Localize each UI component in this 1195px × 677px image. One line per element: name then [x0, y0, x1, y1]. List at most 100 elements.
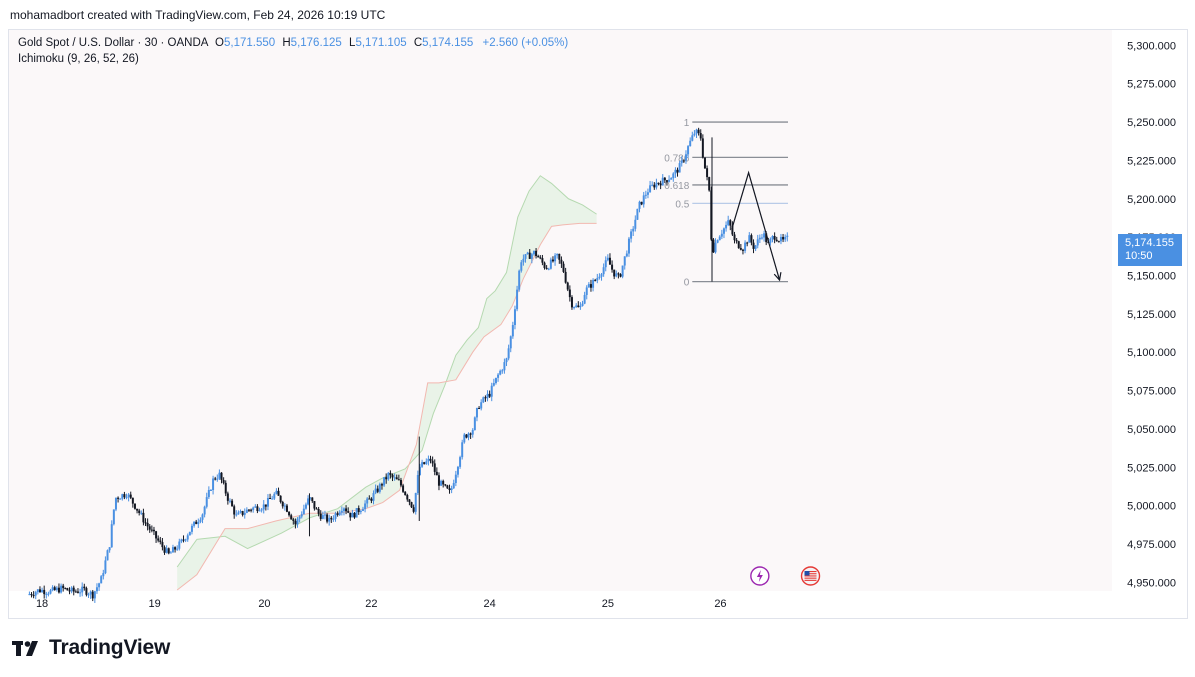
- candle-body: [442, 480, 445, 485]
- candle-body: [123, 494, 126, 498]
- candle-body: [579, 305, 582, 308]
- candle-body: [258, 510, 261, 512]
- candle-body: [661, 177, 664, 186]
- flag-stripe: [804, 573, 817, 575]
- candle-body: [264, 504, 267, 507]
- candle-body: [577, 305, 580, 308]
- candle-body: [383, 477, 386, 486]
- candle-body: [600, 274, 603, 277]
- candle-body: [784, 236, 787, 240]
- tradingview-logo[interactable]: TradingView: [12, 636, 170, 660]
- candle-body: [701, 138, 704, 158]
- candle-body: [184, 539, 187, 541]
- candle-body: [233, 506, 236, 515]
- candle-body: [606, 257, 609, 261]
- candle-body: [636, 208, 639, 220]
- candle-body: [617, 273, 620, 275]
- candle-body: [95, 587, 98, 592]
- candle-body: [366, 498, 369, 504]
- candle-body: [782, 236, 785, 240]
- candle-body: [680, 160, 683, 164]
- candle-body: [627, 238, 630, 254]
- candle-body: [144, 522, 147, 524]
- candle-body: [364, 503, 367, 510]
- candle-body: [710, 190, 713, 240]
- price-tick-label: 5,025.000: [1127, 462, 1176, 474]
- candle-body: [741, 249, 744, 251]
- candle-body: [178, 541, 181, 549]
- time-tick-label: 18: [36, 598, 48, 610]
- candle-body: [564, 271, 567, 283]
- candle-body: [152, 529, 155, 532]
- candle-body: [104, 560, 107, 574]
- candle-body: [228, 500, 231, 502]
- candle-body: [323, 514, 326, 516]
- candle-body: [558, 253, 561, 260]
- candle-body: [775, 239, 778, 242]
- candle-body: [347, 511, 350, 513]
- candle-body: [644, 194, 647, 196]
- candle-body: [408, 499, 411, 503]
- candle-body: [330, 517, 333, 520]
- candle-body: [87, 594, 90, 596]
- candle-body: [511, 325, 514, 337]
- candle-body: [570, 297, 573, 308]
- candle-body: [708, 177, 711, 191]
- candle-body: [93, 591, 96, 599]
- time-axis: 18 19 20 22 24 25 26: [36, 598, 727, 610]
- candle-body: [625, 253, 628, 257]
- candle-body: [737, 241, 740, 249]
- candle-body: [773, 236, 776, 240]
- low-value: 5,171.105: [355, 37, 407, 49]
- candle-body: [646, 192, 649, 195]
- candle-body: [499, 370, 502, 375]
- ichimoku-cloud: [176, 175, 597, 591]
- candle-body: [475, 408, 478, 418]
- candle-body: [461, 442, 464, 458]
- time-tick-label: 22: [365, 598, 377, 610]
- candle-body: [697, 129, 700, 134]
- candle-body: [129, 494, 132, 498]
- candle-body: [311, 497, 314, 502]
- candle-body: [463, 434, 466, 443]
- candle-body: [66, 588, 69, 591]
- candle-body: [81, 586, 84, 593]
- candle-body: [518, 270, 521, 290]
- candle-body: [486, 393, 489, 399]
- tradingview-logo-text: TradingView: [49, 636, 171, 659]
- symbol-label[interactable]: Gold Spot / U.S. Dollar · 30 · OANDA: [18, 37, 208, 49]
- candle-body: [520, 262, 523, 271]
- candle-body: [290, 515, 293, 520]
- candle-body: [393, 477, 396, 479]
- candle-body: [670, 178, 673, 180]
- price-tick-label: 5,275.000: [1127, 79, 1176, 91]
- candle-body: [174, 547, 177, 550]
- indicator-label[interactable]: Ichimoku (9, 26, 52, 26): [18, 53, 139, 65]
- candle-body: [309, 497, 312, 499]
- candle-body: [516, 289, 519, 310]
- candle-body: [621, 265, 624, 277]
- bar-countdown: 10:50: [1125, 250, 1153, 262]
- candle-body: [406, 495, 409, 500]
- price-tick-label: 5,300.000: [1127, 40, 1176, 52]
- candle-body: [758, 237, 761, 240]
- candle-body: [655, 182, 658, 188]
- candle-body: [416, 475, 419, 494]
- candle-body: [266, 497, 269, 507]
- cloud-fill: [177, 175, 597, 590]
- candle-body: [522, 258, 525, 263]
- candle-body: [598, 276, 601, 278]
- candle-body: [250, 509, 253, 511]
- candle-body: [657, 182, 660, 184]
- candle-body: [568, 289, 571, 298]
- candle-body: [777, 241, 780, 243]
- candle-body: [60, 585, 63, 593]
- plot-area[interactable]: [9, 30, 1112, 591]
- candle-body: [100, 576, 103, 584]
- candle-body: [756, 239, 759, 246]
- candle-body: [140, 512, 143, 514]
- candle-body: [746, 242, 749, 244]
- candle-body: [402, 485, 405, 492]
- price-axis: 4,950.000 4,975.000 5,000.000 5,025.000 5,05…: [1127, 40, 1176, 589]
